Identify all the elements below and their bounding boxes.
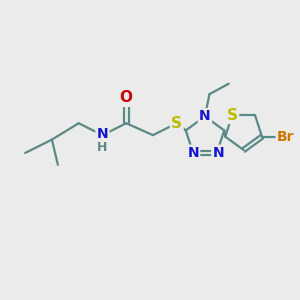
Text: S: S (171, 116, 182, 131)
Text: H: H (97, 141, 108, 154)
Text: N: N (212, 146, 224, 160)
Text: N: N (199, 110, 211, 123)
Text: O: O (120, 91, 133, 106)
Text: N: N (187, 146, 199, 160)
Text: N: N (97, 127, 108, 141)
Text: S: S (227, 108, 238, 123)
Text: Br: Br (277, 130, 295, 144)
